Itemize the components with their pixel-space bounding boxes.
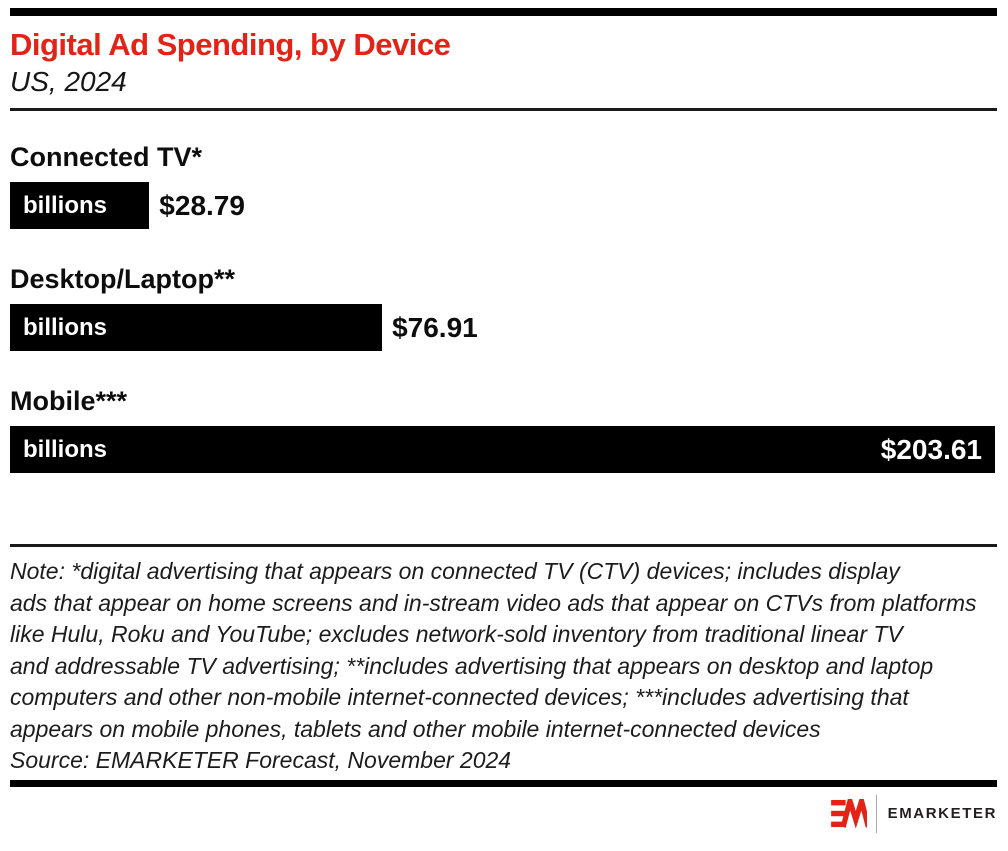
bar-mobile: billions $203.61	[10, 426, 995, 473]
bar-connected-tv: billions	[10, 182, 150, 229]
bar-unit-label: billions	[23, 191, 107, 219]
footnote-line: like Hulu, Roku and YouTube; excludes ne…	[10, 621, 903, 647]
bar-value-connected-tv: $28.79	[159, 189, 245, 221]
top-rule-bar	[10, 8, 997, 16]
bar-unit-label: billions	[23, 435, 107, 463]
footnote-line: computers and other non-mobile internet-…	[10, 684, 909, 710]
footnote-line: Note: *digital advertising that appears …	[10, 558, 900, 584]
category-label-mobile: Mobile***	[10, 386, 128, 416]
bar-unit-label: billions	[23, 313, 107, 341]
logo-divider	[875, 794, 877, 833]
footnote: Note: *digital advertising that appears …	[10, 556, 997, 777]
header-divider	[10, 108, 997, 111]
bar-row-connected-tv: billions $28.79	[10, 182, 997, 229]
chart-subtitle: US, 2024	[10, 66, 127, 97]
bar-row-mobile: billions $203.61	[10, 426, 997, 473]
source-line: Source: EMARKETER Forecast, November 202…	[10, 747, 512, 773]
bar-chart: Connected TV* billions $28.79 Desktop/La…	[10, 141, 997, 473]
bar-value-mobile: $203.61	[880, 433, 982, 465]
footnote-line: and addressable TV advertising; **includ…	[10, 652, 934, 679]
chart-title: Digital Ad Spending, by Device	[10, 27, 451, 62]
category-label-desktop-laptop: Desktop/Laptop**	[10, 264, 236, 294]
bottom-rule-bar	[10, 779, 997, 787]
emarketer-logo-text: EMARKETER	[887, 805, 997, 822]
footnote-line: ads that appear on home screens and in-s…	[10, 589, 977, 616]
footnote-divider	[10, 544, 997, 547]
logo-row: EMARKETER	[10, 794, 997, 834]
bar-row-desktop-laptop: billions $76.91	[10, 304, 997, 351]
bar-value-desktop-laptop: $76.91	[392, 311, 478, 343]
bar-desktop-laptop: billions	[10, 304, 383, 351]
footnote-line: appears on mobile phones, tablets and ot…	[10, 715, 821, 742]
emarketer-logo-icon	[830, 799, 867, 828]
category-label-connected-tv: Connected TV*	[10, 142, 203, 172]
